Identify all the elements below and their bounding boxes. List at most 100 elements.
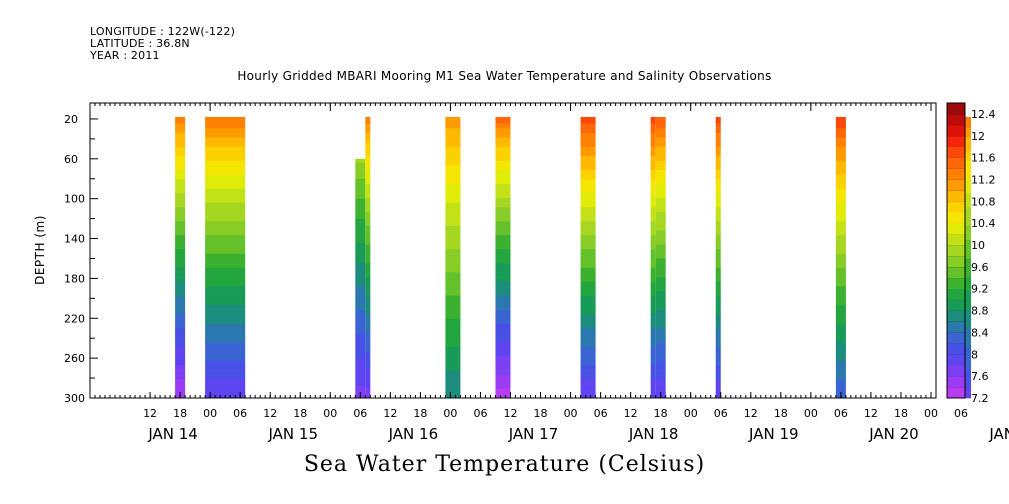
temperature-band	[355, 170, 366, 176]
temperature-band	[205, 193, 246, 199]
temperature-band	[445, 225, 461, 231]
temperature-band	[445, 309, 461, 315]
temperature-band	[715, 379, 721, 385]
temperature-band	[650, 142, 656, 148]
temperature-band	[650, 272, 656, 278]
temperature-band	[580, 160, 596, 166]
temperature-band	[715, 356, 721, 362]
temperature-band	[650, 165, 656, 171]
temperature-band	[175, 370, 186, 376]
colorbar-step	[947, 103, 965, 115]
temperature-band	[205, 263, 246, 269]
temperature-band	[205, 291, 246, 296]
temperature-band	[205, 272, 246, 278]
temperature-band	[580, 193, 596, 199]
temperature-band	[835, 146, 846, 152]
x-day-label: JAN 17	[508, 425, 559, 443]
temperature-band	[495, 184, 511, 190]
temperature-band	[650, 253, 656, 259]
temperature-band	[495, 156, 511, 162]
y-tick-label: 100	[64, 193, 85, 206]
temperature-band	[355, 306, 366, 311]
temperature-band	[445, 198, 461, 203]
chart-axes: 12 18 00 06 12 18 00 06 12 18 00 06 12 18 00 06 12 18 00 06…	[64, 102, 1009, 443]
temperature-band	[365, 346, 371, 352]
temperature-band	[205, 374, 246, 380]
temperature-band	[205, 123, 246, 129]
temperature-band	[205, 351, 246, 357]
temperature-band	[655, 300, 666, 306]
temperature-band	[205, 328, 246, 334]
temperature-band	[650, 258, 656, 264]
temperature-band	[650, 300, 656, 306]
temperature-band	[835, 244, 846, 250]
temperature-band	[365, 351, 371, 357]
colorbar-step	[947, 146, 965, 158]
temperature-band	[205, 202, 246, 208]
temperature-band	[655, 318, 666, 324]
temperature-band	[650, 160, 656, 166]
temperature-band	[205, 360, 246, 366]
temperature-band	[205, 188, 246, 194]
temperature-band	[580, 128, 596, 134]
temperature-band	[580, 221, 596, 227]
temperature-band	[175, 193, 186, 199]
temperature-band	[175, 272, 186, 278]
temperature-band	[580, 304, 596, 310]
colorbar-label: 12	[971, 130, 985, 143]
temperature-band	[445, 132, 461, 138]
temperature-band	[355, 338, 366, 343]
temperature-band	[445, 230, 461, 236]
temperature-band	[365, 291, 371, 296]
temperature-band	[835, 123, 846, 129]
temperature-band	[495, 356, 511, 362]
temperature-band	[835, 151, 846, 157]
temperature-band	[355, 290, 366, 295]
temperature-band	[175, 328, 186, 334]
observation-block	[650, 116, 656, 399]
temperature-band	[175, 314, 186, 320]
temperature-band	[205, 346, 246, 352]
temperature-band	[655, 379, 666, 385]
temperature-band	[445, 165, 461, 171]
temperature-band	[445, 188, 461, 194]
temperature-band	[445, 174, 461, 180]
temperature-band	[650, 244, 656, 250]
temperature-band	[175, 239, 186, 245]
temperature-band	[495, 258, 511, 264]
latitude-label: LATITUDE : 36.8N	[90, 37, 190, 50]
temperature-band	[655, 291, 666, 296]
temperature-band	[355, 282, 366, 287]
temperature-band	[175, 346, 186, 352]
temperature-band	[655, 267, 666, 273]
temperature-band	[715, 207, 721, 213]
temperature-band	[580, 272, 596, 278]
temperature-band	[835, 230, 846, 236]
temperature-band	[355, 166, 366, 172]
x-tick-label: 00	[323, 407, 337, 420]
temperature-band	[715, 198, 721, 203]
temperature-band	[355, 230, 366, 235]
temperature-band	[445, 272, 461, 278]
temperature-band	[580, 188, 596, 194]
temperature-band	[355, 378, 366, 383]
temperature-band	[650, 314, 656, 320]
temperature-band	[715, 351, 721, 357]
temperature-band	[445, 156, 461, 162]
temperature-band	[445, 221, 461, 227]
temperature-band	[365, 151, 371, 157]
temperature-band	[205, 388, 246, 394]
temperature-band	[835, 225, 846, 231]
temperature-band	[715, 211, 721, 217]
x-day-label: JAN 21	[988, 425, 1009, 443]
temperature-band	[655, 198, 666, 203]
temperature-band	[205, 323, 246, 329]
temperature-band	[835, 207, 846, 213]
temperature-band	[495, 128, 511, 134]
temperature-band	[650, 156, 656, 162]
temperature-band	[175, 160, 186, 166]
temperature-band	[580, 179, 596, 185]
temperature-band	[365, 304, 371, 310]
temperature-band	[355, 206, 366, 211]
temperature-band	[580, 351, 596, 357]
